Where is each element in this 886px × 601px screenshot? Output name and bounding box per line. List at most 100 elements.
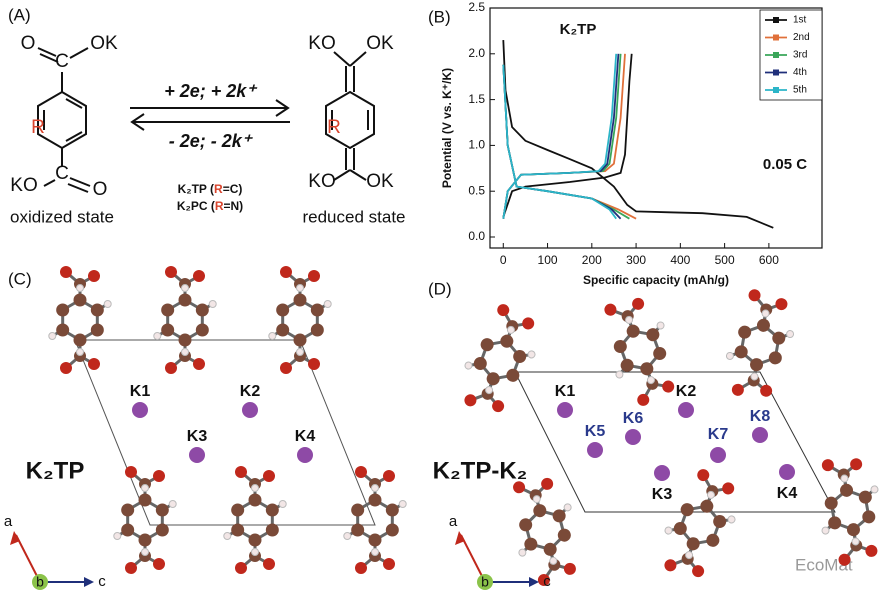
hydrogen <box>685 551 694 560</box>
carbon <box>265 503 279 517</box>
y-tick-label: 1.5 <box>468 92 485 106</box>
oxygen <box>235 562 247 574</box>
y-tick-label: 2.5 <box>468 0 485 14</box>
panel-label: (B) <box>428 7 451 26</box>
ring <box>325 90 375 150</box>
x-tick-label: 100 <box>538 253 558 267</box>
x-axis-label: Specific capacity (mAh/g) <box>583 273 729 287</box>
site-label: K5 <box>585 423 606 440</box>
reaction-label: - 2e; - 2k⁺ <box>169 131 254 151</box>
bond <box>349 169 367 181</box>
hydrogen <box>750 372 759 381</box>
atom: KO <box>10 175 37 196</box>
y-tick-label: 1.0 <box>468 138 485 152</box>
atom: R <box>327 117 341 138</box>
carbon <box>231 503 245 517</box>
hydrogen <box>371 484 379 492</box>
molecule <box>604 297 675 406</box>
carbon <box>750 358 764 372</box>
bond <box>69 47 89 59</box>
carbon <box>195 303 209 317</box>
potassium <box>189 447 205 463</box>
y-tick-label: 2.0 <box>468 46 485 60</box>
molecule <box>223 466 287 574</box>
carbon <box>862 510 876 524</box>
carbon <box>500 334 514 348</box>
carbon <box>161 323 175 337</box>
x-tick-label: 300 <box>626 253 646 267</box>
state-label: oxidized state <box>10 207 114 226</box>
carbon <box>73 333 87 347</box>
hydrogen <box>761 309 770 318</box>
legend-label: 4th <box>793 67 807 78</box>
hydrogen <box>153 332 162 340</box>
carbon <box>552 509 566 523</box>
legend-marker <box>773 52 779 58</box>
hydrogen <box>549 556 558 565</box>
hydrogen <box>870 485 879 494</box>
legend-text: K₂PC ( <box>177 199 215 213</box>
arrow-head <box>84 577 94 587</box>
hydrogen <box>786 330 795 339</box>
hydrogen <box>532 495 541 504</box>
site-label: K3 <box>187 428 208 445</box>
hydrogen <box>268 332 277 340</box>
axis-label: c <box>98 573 106 590</box>
molecule <box>821 458 879 566</box>
potassium <box>132 402 148 418</box>
hydrogen <box>527 350 536 359</box>
y-tick-label: 0.5 <box>468 183 485 197</box>
oxygen <box>497 304 510 317</box>
molecule <box>48 266 112 374</box>
structure-name: K₂TP <box>26 457 85 484</box>
carbon <box>756 318 770 332</box>
oxygen <box>60 362 72 374</box>
hydrogen <box>323 300 332 308</box>
panel-label: (C) <box>8 269 32 288</box>
atom: KO <box>308 171 335 192</box>
oxygen <box>760 384 773 397</box>
legend-label: 3rd <box>793 50 807 61</box>
hydrogen <box>646 376 655 385</box>
oxygen <box>632 297 645 310</box>
hydrogen <box>656 321 665 330</box>
state-label: reduced state <box>302 207 405 226</box>
oxygen <box>153 470 165 482</box>
bond <box>349 51 367 67</box>
site-label: K2 <box>676 383 697 400</box>
oxygen <box>492 400 505 413</box>
carbon <box>473 356 487 370</box>
molecule <box>725 289 795 397</box>
atom: C <box>55 51 69 72</box>
site-label: K1 <box>555 383 576 400</box>
hydrogen <box>518 548 527 557</box>
molecule <box>343 466 407 574</box>
potassium <box>752 427 768 443</box>
potassium <box>587 442 603 458</box>
carbon <box>840 483 854 497</box>
molecule <box>513 477 576 586</box>
oxygen <box>838 553 851 566</box>
carbon <box>626 324 640 338</box>
oxygen <box>513 481 526 494</box>
potassium <box>654 465 670 481</box>
molecule <box>664 469 736 578</box>
carbon <box>620 358 634 372</box>
oxygen <box>263 470 275 482</box>
legend-marker <box>773 17 779 23</box>
oxygen <box>235 466 247 478</box>
bond <box>65 98 83 109</box>
oxygen <box>125 562 137 574</box>
oxygen <box>563 562 576 575</box>
carbon <box>653 346 667 360</box>
potassium <box>557 402 573 418</box>
carbon <box>768 351 782 365</box>
arrow-head <box>455 531 465 545</box>
legend-marker <box>773 69 779 76</box>
hydrogen <box>725 351 734 360</box>
carbon <box>513 350 527 364</box>
panel-a <box>37 47 375 193</box>
axis-origin <box>32 574 48 590</box>
carbon <box>351 503 365 517</box>
bond <box>43 179 56 187</box>
